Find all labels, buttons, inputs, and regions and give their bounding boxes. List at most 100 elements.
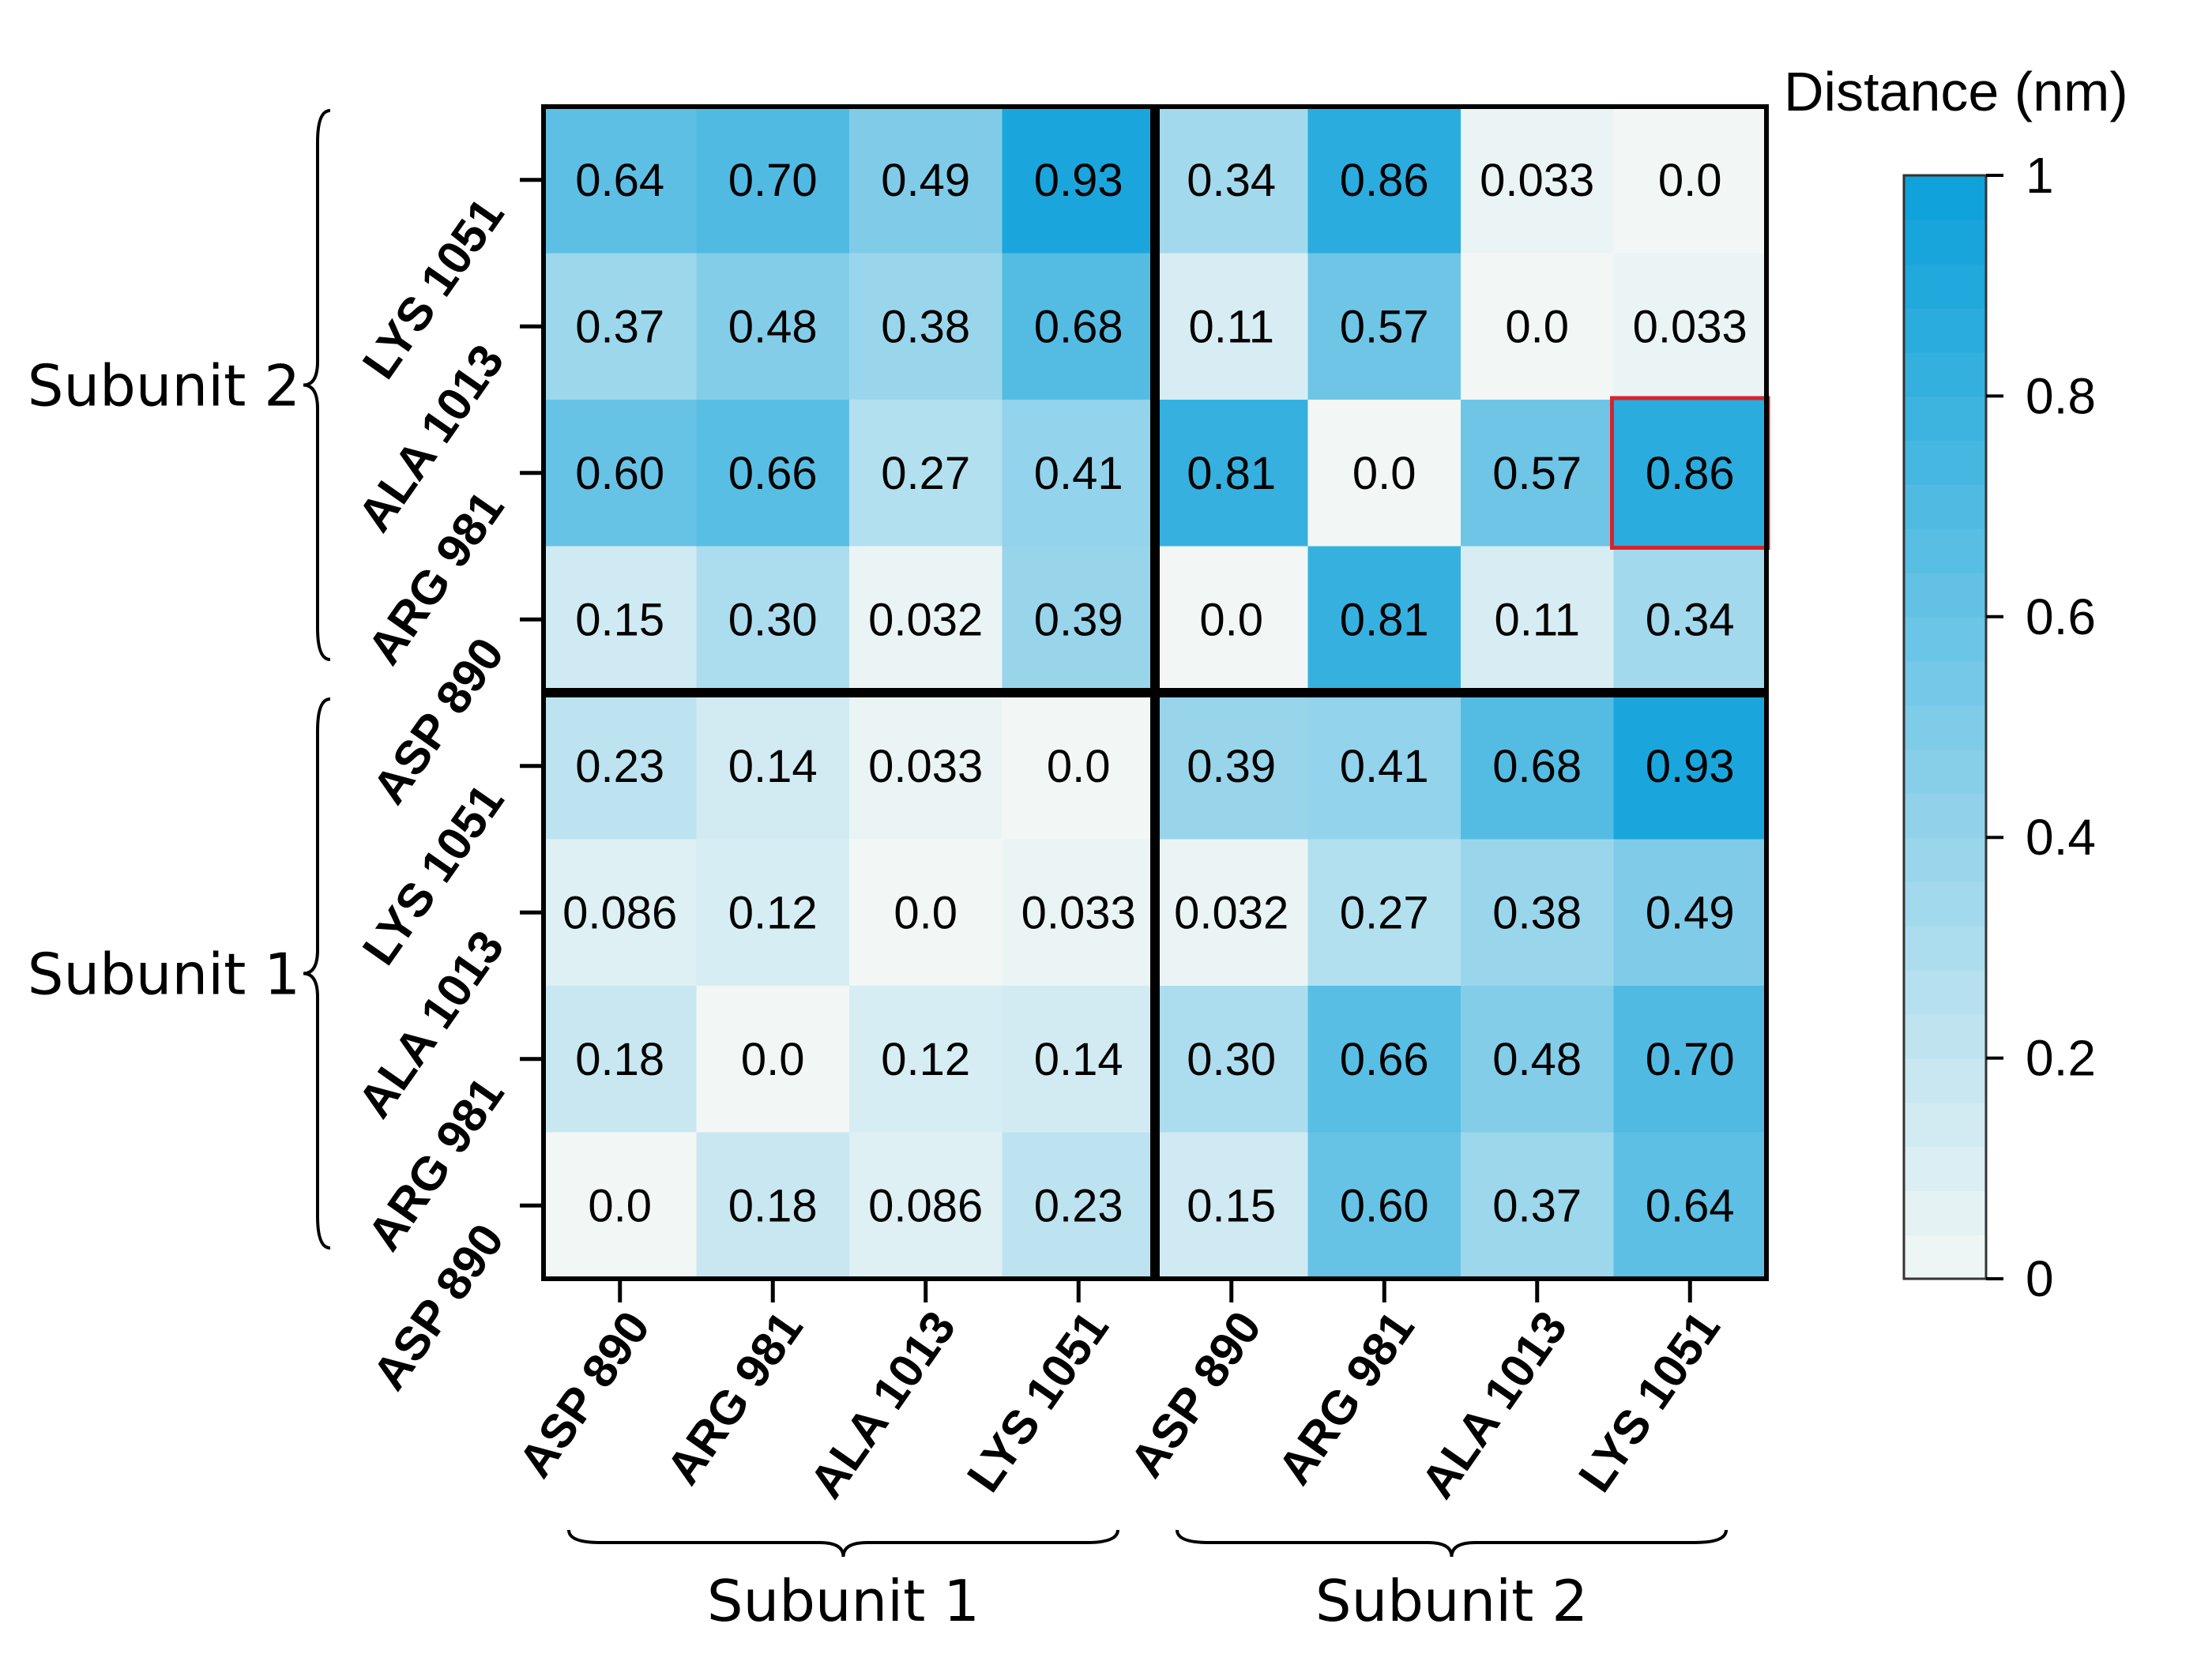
cell-value-label: 0.81: [1340, 594, 1429, 645]
cell-value-label: 0.0: [588, 1180, 652, 1231]
cell-value-label: 0.11: [1494, 594, 1580, 645]
cell-value-label: 0.30: [1187, 1034, 1276, 1085]
colorbar-segment: [1904, 219, 1986, 265]
heatmap-cell: [696, 400, 850, 547]
colorbar-segment: [1904, 572, 1986, 618]
heatmap-cell: [1155, 839, 1309, 987]
heatmap-cell: [1461, 839, 1615, 987]
heatmap-cell: [849, 693, 1003, 840]
heatmap-cell: [849, 107, 1003, 254]
colorbar-segment: [1904, 793, 1986, 838]
colorbar-segment: [1904, 351, 1986, 397]
heatmap-cell: [1002, 839, 1156, 987]
heatmap-cell: [1002, 986, 1156, 1133]
x-group-label: Subunit 2: [1315, 1568, 1588, 1634]
heatmap-cell: [1461, 253, 1615, 400]
cell-value-label: 0.27: [1340, 887, 1429, 938]
cell-value-label: 0.033: [868, 741, 983, 792]
heatmap-cell: [1155, 693, 1309, 840]
heatmap-cell: [1307, 986, 1462, 1133]
heatmap-cell: [1307, 693, 1462, 840]
cell-value-label: 0.48: [728, 301, 818, 352]
cell-value-label: 0.86: [1646, 448, 1735, 499]
cell-value-label: 0.0: [893, 887, 957, 938]
cell-value-label: 0.93: [1646, 741, 1735, 792]
y-group-brace: [303, 109, 331, 661]
heatmap-cell: [849, 986, 1003, 1133]
heatmap-cell: [1613, 839, 1767, 987]
heatmap-cell: [849, 253, 1003, 400]
colorbar-segment: [1904, 1058, 1986, 1103]
heatmap-cell: [696, 546, 850, 693]
cell-value-label: 0.11: [1188, 301, 1274, 352]
cell-value-label: 0.86: [1340, 155, 1429, 206]
colorbar-tick-label: 1: [2026, 147, 2054, 204]
cell-value-label: 0.0: [1505, 301, 1569, 352]
cell-value-label: 0.0: [1047, 741, 1111, 792]
cell-value-label: 0.70: [1646, 1034, 1735, 1085]
cell-value-label: 0.49: [1646, 887, 1735, 938]
cell-value-label: 0.37: [1492, 1180, 1582, 1231]
x-group-brace: [1176, 1529, 1728, 1558]
heatmap-cell: [1307, 839, 1462, 987]
cell-value-label: 0.38: [1492, 887, 1582, 938]
heatmap-cell: [696, 253, 850, 400]
heatmap-cell: [1307, 546, 1462, 693]
x-tick-label: LYS 1051: [1568, 1302, 1730, 1501]
cell-value-label: 0.64: [1646, 1180, 1735, 1231]
heatmap-cell: [544, 107, 698, 254]
cell-value-label: 0.12: [728, 887, 818, 938]
heatmap-cell: [1613, 400, 1767, 547]
cell-value-label: 0.15: [575, 594, 664, 645]
x-group-brace: [567, 1529, 1119, 1558]
cell-value-label: 0.033: [1633, 301, 1747, 352]
cell-value-label: 0.086: [868, 1180, 983, 1231]
cell-value-label: 0.60: [575, 448, 664, 499]
heatmap-cell: [849, 546, 1003, 693]
cell-value-label: 0.14: [1034, 1034, 1123, 1085]
cell-value-label: 0.18: [575, 1034, 664, 1085]
colorbar-title: Distance (nm): [1784, 61, 2128, 122]
heatmap-cell: [1307, 400, 1462, 547]
cell-value-label: 0.68: [1492, 741, 1582, 792]
cell-value-label: 0.033: [1021, 887, 1136, 938]
cell-value-label: 0.23: [575, 741, 664, 792]
heatmap-cell: [1155, 1132, 1309, 1280]
cell-value-label: 0.37: [575, 301, 664, 352]
heatmap-cell: [849, 839, 1003, 987]
cell-value-label: 0.032: [868, 594, 983, 645]
y-group-label: Subunit 1: [28, 941, 300, 1008]
heatmap-cells: 0.64 0.70 0.49 0.93 0.34 0.86 0.033 0.0 0.37 0.48…: [544, 107, 1770, 1280]
heatmap-cell: [1155, 986, 1309, 1133]
colorbar-segment: [1904, 528, 1986, 573]
cell-value-label: 0.68: [1034, 301, 1123, 352]
cell-value-label: 0.66: [728, 448, 818, 499]
x-tick-label: ASP 890: [1119, 1302, 1271, 1486]
cell-value-label: 0.81: [1187, 448, 1276, 499]
heatmap-cell: [1461, 1132, 1615, 1280]
heatmap-cell: [544, 1132, 698, 1280]
cell-value-label: 0.0: [1658, 155, 1722, 206]
heatmap-cell: [544, 986, 698, 1133]
colorbar-tick-label: 0.4: [2026, 809, 2096, 866]
cell-value-label: 0.66: [1340, 1034, 1429, 1085]
heatmap-cell: [1613, 546, 1767, 693]
colorbar-segment: [1904, 749, 1986, 795]
heatmap-cell: [849, 1132, 1003, 1280]
cell-value-label: 0.18: [728, 1180, 818, 1231]
heatmap-cell: [1155, 546, 1309, 693]
colorbar-tick-label: 0.2: [2026, 1030, 2096, 1087]
heatmap-cell: [544, 839, 698, 987]
colorbar-segment: [1904, 837, 1986, 882]
cell-value-label: 0.0: [741, 1034, 805, 1085]
y-group-brace: [303, 697, 331, 1250]
cell-value-label: 0.41: [1340, 741, 1429, 792]
colorbar-segment: [1904, 263, 1986, 309]
cell-value-label: 0.57: [1340, 301, 1429, 352]
colorbar-segment: [1904, 1013, 1986, 1059]
heatmap-cell: [696, 107, 850, 254]
cell-value-label: 0.41: [1034, 448, 1123, 499]
cell-value-label: 0.38: [881, 301, 970, 352]
heatmap-cell: [1613, 107, 1767, 254]
